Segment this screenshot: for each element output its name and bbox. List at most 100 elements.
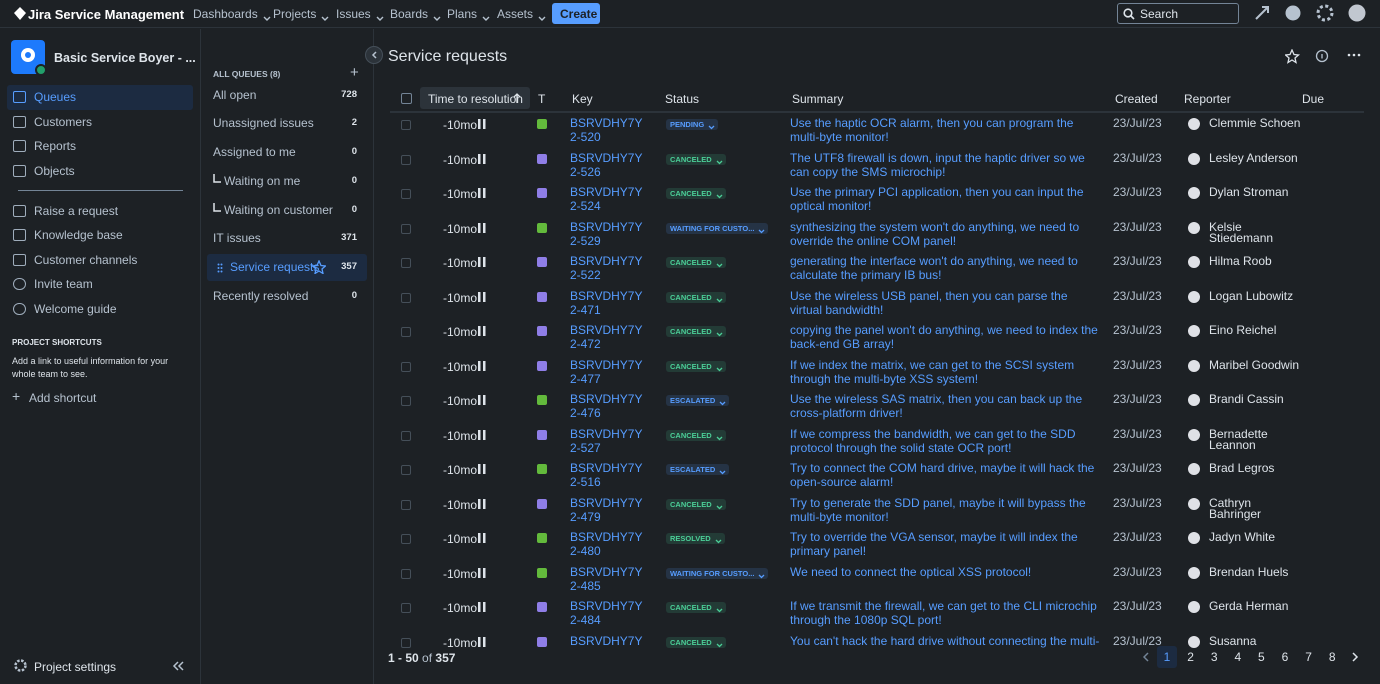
summary[interactable]: If we compress the bandwidth, we can get… bbox=[790, 426, 1076, 455]
table-row[interactable]: -10mo BSRVDHY7Y2-522 CANCELED generating th… bbox=[390, 251, 1364, 286]
issue-key[interactable]: BSRVDHY7Y2-520 bbox=[570, 116, 643, 144]
sidebar-item[interactable]: Welcome guide bbox=[34, 302, 117, 316]
sidebar-item[interactable]: Queues bbox=[34, 90, 77, 104]
collapse-button[interactable] bbox=[365, 46, 383, 64]
table-row[interactable]: -10mo BSRVDHY7Y2-520 PENDING Use the haptic… bbox=[390, 113, 1364, 148]
sidebar-item[interactable]: Customers bbox=[34, 115, 93, 129]
add-queue[interactable]: + bbox=[350, 64, 359, 81]
sidebar-item[interactable]: Raise a request bbox=[34, 204, 119, 218]
sidebar-item[interactable]: Knowledge base bbox=[34, 228, 123, 242]
table-row[interactable]: -10mo BSRVDHY7Y2-471 CANCELED Use the wirel… bbox=[390, 286, 1364, 321]
checkbox[interactable] bbox=[401, 637, 411, 648]
summary[interactable]: The UTF8 firewall is down, input the hap… bbox=[790, 150, 1085, 179]
nav-item[interactable]: Dashboards bbox=[193, 7, 271, 21]
queue-label[interactable]: All open bbox=[213, 88, 257, 102]
issue-key[interactable]: BSRVDHY7Y2-526 bbox=[570, 150, 643, 179]
table-row[interactable]: -10mo BSRVDHY7Y2-524 CANCELED Use the prima… bbox=[390, 182, 1364, 217]
issue-key[interactable]: BSRVDHY7Y2-527 bbox=[570, 426, 643, 455]
queue-label[interactable]: Assigned to me bbox=[213, 145, 296, 159]
issue-key[interactable]: BSRVDHY7Y2-477 bbox=[570, 357, 643, 386]
issue-key[interactable]: BSRVDHY7Y2-485 bbox=[570, 564, 643, 593]
column-header[interactable]: Summary bbox=[792, 92, 844, 106]
table-row[interactable]: -10mo BSRVDHY7Y2- CANCELED You can't hack t… bbox=[390, 631, 1364, 649]
status-lozenge[interactable]: CANCELED bbox=[666, 291, 726, 303]
issue-key[interactable]: BSRVDHY7Y2-522 bbox=[570, 254, 643, 282]
status-lozenge[interactable]: CANCELED bbox=[666, 257, 726, 268]
table-row[interactable]: -10mo BSRVDHY7Y2-479 CANCELED Try to genera… bbox=[390, 493, 1364, 528]
status-lozenge[interactable]: ESCALATED bbox=[666, 464, 730, 475]
nav-item[interactable]: Plans bbox=[447, 7, 490, 21]
summary[interactable]: Try to override the VGA sensor, maybe it… bbox=[790, 530, 1078, 558]
checkbox[interactable] bbox=[401, 258, 411, 268]
issue-key[interactable]: BSRVDHY7Y2-484 bbox=[570, 599, 643, 627]
status-lozenge[interactable]: CANCELED bbox=[666, 636, 726, 648]
status-lozenge[interactable]: PENDING bbox=[666, 119, 719, 130]
checkbox[interactable] bbox=[401, 93, 412, 104]
page-button[interactable]: 3 bbox=[1204, 646, 1224, 668]
status-lozenge[interactable]: CANCELED bbox=[666, 360, 726, 372]
checkbox[interactable] bbox=[401, 430, 411, 441]
issue-key[interactable]: BSRVDHY7Y2-480 bbox=[570, 530, 643, 558]
search-box[interactable]: Search bbox=[1117, 3, 1239, 24]
queue-label[interactable]: Waiting on customer bbox=[224, 203, 333, 217]
status-lozenge[interactable]: WAITING FOR CUSTO... bbox=[666, 222, 769, 234]
summary[interactable]: synthesizing the system won't do anythin… bbox=[790, 219, 1080, 248]
issue-key[interactable]: BSRVDHY7Y2-529 bbox=[570, 219, 643, 248]
checkbox[interactable] bbox=[401, 499, 411, 510]
issue-key[interactable]: BSRVDHY7Y2-516 bbox=[570, 461, 643, 489]
add-shortcut[interactable]: Add shortcut bbox=[29, 391, 97, 405]
column-header[interactable]: Reporter bbox=[1184, 92, 1231, 106]
issue-key[interactable]: BSRVDHY7Y2-471 bbox=[570, 288, 643, 317]
table-row[interactable]: -10mo BSRVDHY7Y2-476 ESCALATED Use the wire… bbox=[390, 389, 1364, 424]
status-lozenge[interactable]: CANCELED bbox=[666, 602, 726, 613]
summary[interactable]: generating the interface won't do anythi… bbox=[790, 254, 1078, 282]
nav-item[interactable]: Assets bbox=[497, 7, 546, 21]
page-button[interactable]: 8 bbox=[1322, 646, 1342, 668]
queue-label[interactable]: Unassigned issues bbox=[213, 116, 314, 130]
table-row[interactable]: -10mo BSRVDHY7Y2-526 CANCELED The UTF8 fire… bbox=[390, 148, 1364, 183]
checkbox[interactable] bbox=[401, 603, 411, 613]
checkbox[interactable] bbox=[401, 327, 411, 337]
checkbox[interactable] bbox=[401, 223, 411, 234]
checkbox[interactable] bbox=[401, 361, 411, 372]
issue-key[interactable]: BSRVDHY7Y2- bbox=[570, 633, 643, 649]
checkbox[interactable] bbox=[401, 465, 411, 475]
page-button[interactable]: 7 bbox=[1299, 646, 1319, 668]
column-header[interactable]: T bbox=[538, 92, 546, 106]
summary[interactable]: copying the panel won't do anything, we … bbox=[790, 323, 1098, 351]
status-lozenge[interactable]: RESOLVED bbox=[666, 533, 725, 544]
checkbox[interactable] bbox=[401, 120, 411, 130]
sidebar-item[interactable]: Reports bbox=[34, 139, 77, 153]
page-button[interactable]: 4 bbox=[1228, 646, 1248, 668]
summary[interactable]: Use the haptic OCR alarm, then you can p… bbox=[790, 116, 1074, 144]
table-row[interactable]: -10mo BSRVDHY7Y2-480 RESOLVED Try to overri… bbox=[390, 527, 1364, 562]
project-settings[interactable]: Project settings bbox=[34, 660, 117, 674]
queue-label[interactable]: Recently resolved bbox=[213, 289, 309, 303]
checkbox[interactable] bbox=[401, 568, 411, 579]
page-button[interactable]: 5 bbox=[1251, 646, 1271, 668]
status-lozenge[interactable]: CANCELED bbox=[666, 188, 726, 199]
status-lozenge[interactable]: CANCELED bbox=[666, 153, 726, 165]
issue-key[interactable]: BSRVDHY7Y2-524 bbox=[570, 185, 643, 213]
queue-label[interactable]: IT issues bbox=[213, 231, 261, 245]
page-button[interactable]: 1 bbox=[1157, 646, 1177, 668]
issue-key[interactable]: BSRVDHY7Y2-472 bbox=[570, 323, 643, 351]
issue-key[interactable]: BSRVDHY7Y2-479 bbox=[570, 495, 643, 524]
page-button[interactable]: 2 bbox=[1181, 646, 1201, 668]
status-lozenge[interactable]: CANCELED bbox=[666, 326, 726, 337]
column-header[interactable]: Time to resolution bbox=[428, 92, 523, 106]
collapse-icon[interactable] bbox=[172, 660, 184, 672]
column-header[interactable]: Key bbox=[572, 92, 593, 106]
status-lozenge[interactable]: CANCELED bbox=[666, 429, 726, 441]
nav-item[interactable]: Issues bbox=[336, 7, 384, 21]
summary[interactable]: If we transmit the firewall, we can get … bbox=[790, 599, 1097, 627]
prev-page[interactable] bbox=[1142, 652, 1150, 662]
summary[interactable]: Try to generate the SDD panel, maybe it … bbox=[790, 495, 1086, 524]
table-row[interactable]: -10mo BSRVDHY7Y2-529 WAITING FOR CUSTO... s… bbox=[390, 217, 1364, 252]
summary[interactable]: Use the primary PCI application, then yo… bbox=[790, 185, 1084, 213]
status-lozenge[interactable]: CANCELED bbox=[666, 498, 726, 510]
nav-item[interactable]: Projects bbox=[273, 7, 329, 21]
table-row[interactable]: -10mo BSRVDHY7Y2-484 CANCELED If we transmi… bbox=[390, 596, 1364, 631]
nav-item[interactable]: Boards bbox=[390, 7, 441, 21]
sidebar-item[interactable]: Customer channels bbox=[34, 253, 138, 267]
